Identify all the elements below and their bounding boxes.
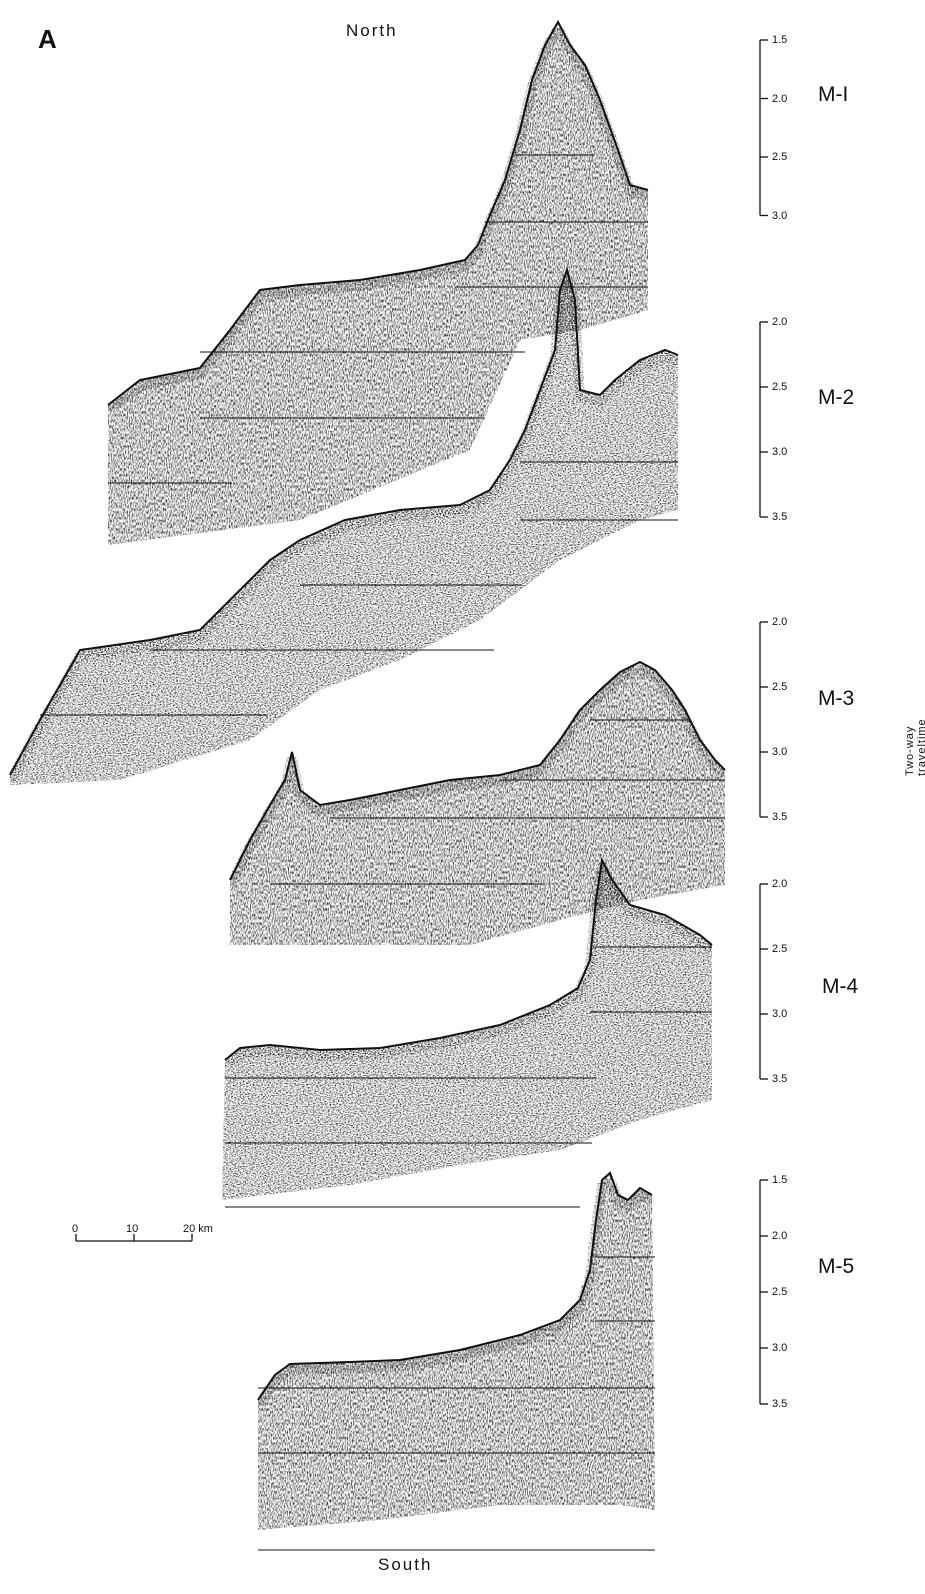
north-label: North [346, 21, 398, 40]
scale-tick-label: 3.0 [772, 746, 788, 758]
scale-bar [75, 1234, 193, 1242]
profile-label-m1: M-I [818, 83, 849, 106]
scale-bar-label-0: 0 [72, 1223, 79, 1235]
seafloor-reflector [253, 1170, 655, 1409]
scale-tick-label: 3.0 [772, 209, 788, 222]
scale-tick-label: 3.5 [772, 811, 788, 823]
traveltime-scale-3 [759, 621, 768, 818]
scale-tick-label: 3.5 [772, 511, 788, 523]
scale-tick-label: 3.5 [772, 1398, 788, 1410]
scale-bar-label-10: 10 [126, 1223, 139, 1235]
scale-bar-label-20: 20 km [183, 1223, 213, 1235]
reflector-texture [222, 860, 712, 1200]
seafloor-outline [107, 19, 649, 406]
seismic-section-m5 [253, 1170, 655, 1551]
seismic-section-m2 [5, 259, 680, 785]
scale-tick-label: 2.5 [772, 943, 788, 955]
seismic-section-m3 [225, 660, 729, 945]
scale-tick-label: 1.5 [772, 34, 788, 46]
scale-tick-label: 2.5 [772, 1286, 788, 1298]
seafloor-outline [9, 266, 679, 776]
profile-label-m4: M-4 [822, 975, 859, 998]
seafloor-reflector [104, 17, 650, 415]
profile-label-m3: M-3 [818, 687, 855, 710]
traveltime-scale-4 [759, 883, 768, 1080]
seafloor-reflector [225, 662, 729, 889]
seafloor-outline [224, 856, 713, 1061]
scale-tick-label: 2.0 [772, 316, 788, 328]
scale-tick-label: 2.5 [772, 681, 788, 693]
seafloor-reflector [221, 849, 716, 1070]
profile-label-m5: M-5 [818, 1255, 855, 1278]
seismic-section-m4 [221, 849, 716, 1208]
traveltime-scale-1 [759, 39, 768, 217]
scale-tick-label: 2.5 [772, 151, 788, 163]
scale-tick-label: 2.0 [772, 1230, 788, 1242]
traveltime-scale-2 [759, 321, 768, 518]
scale-tick-label: 3.0 [772, 1342, 788, 1354]
scale-tick-label: 2.5 [772, 381, 788, 393]
seafloor-reflector [5, 259, 680, 784]
scale-tick-label: 1.5 [772, 1174, 788, 1186]
scale-tick-label: 2.0 [772, 878, 788, 890]
profile-label-m2: M-2 [818, 386, 855, 409]
traveltime-scale-5 [759, 1179, 768, 1405]
seafloor-outline [257, 1171, 653, 1401]
south-label: South [378, 1555, 433, 1574]
y-axis-label: Two-way traveltime (s) [904, 718, 925, 776]
panel-letter: A [38, 24, 57, 54]
scale-tick-label: 2.0 [772, 616, 788, 628]
seismic-section-m1 [104, 17, 650, 545]
scale-tick-label: 3.5 [772, 1073, 788, 1085]
scale-tick-label: 3.0 [772, 1008, 788, 1020]
scale-tick-label: 2.0 [772, 92, 788, 105]
scale-tick-label: 3.0 [772, 446, 788, 458]
seafloor-outline [229, 660, 726, 881]
